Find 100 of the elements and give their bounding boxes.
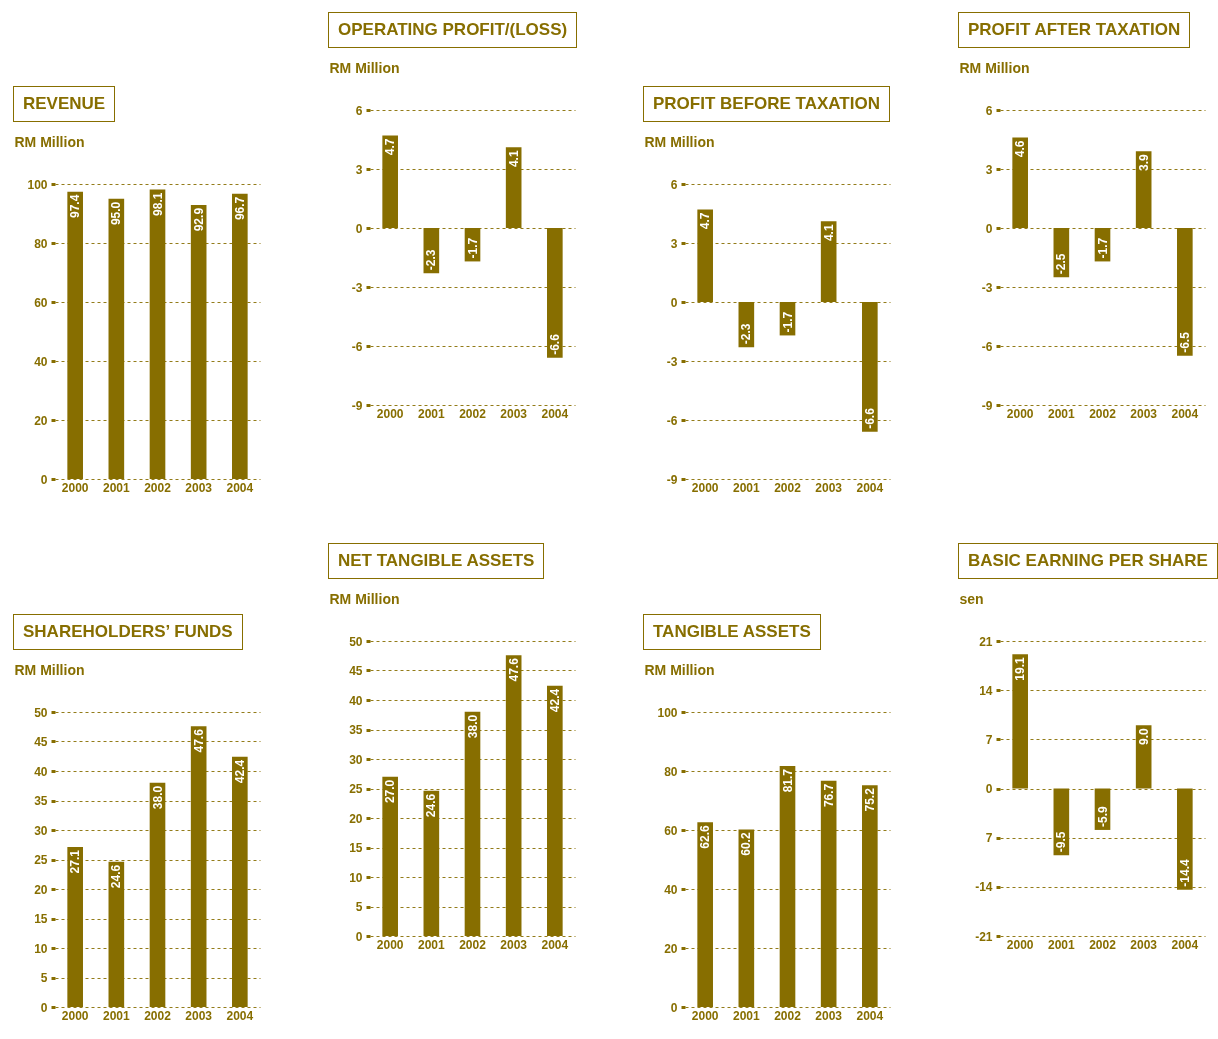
data-label: 4.7 [698,212,713,230]
y-tick-label: 0 [670,1000,678,1015]
y-tick-label: 14 [979,683,993,698]
x-tick-label: 2002 [459,406,487,421]
y-tick-label: -6 [351,339,363,354]
x-tick-label: 2004 [226,1008,254,1023]
data-label: 47.6 [191,728,206,753]
x-tick-label: 2004 [856,1008,884,1023]
data-label: 38.0 [150,785,165,810]
y-tick-label: 25 [34,853,48,867]
y-tick-label: 6 [670,177,678,192]
data-label: 27.1 [68,849,83,874]
y-tick-label: 100 [27,177,48,192]
data-label: 27.0 [383,779,398,804]
y-tick-label: 10 [34,941,48,956]
x-tick-label: 2000 [376,406,404,421]
data-label: -9.5 [1054,831,1069,853]
x-tick-label: 2001 [1047,937,1076,952]
y-tick-label: -6 [666,413,678,428]
y-tick-label: -21 [975,929,993,944]
y-tick-label: 80 [34,236,48,251]
x-tick-label: 2003 [500,406,528,421]
y-tick-label: 20 [34,882,48,897]
data-label: -6.6 [862,407,877,429]
x-tick-label: 2004 [226,480,254,495]
y-tick-label: -3 [981,280,993,295]
x-tick-label: 2002 [144,1008,172,1023]
x-tick-label: 2003 [185,1008,213,1023]
data-label: 76.7 [821,783,836,808]
y-axis-title: RM Million [14,133,85,150]
y-tick-label: 5 [355,900,363,914]
y-tick-label: 30 [349,752,363,767]
data-label: 96.7 [232,196,247,221]
data-label: -2.3 [424,249,439,271]
x-tick-label: 2001 [732,1008,761,1023]
x-tick-label: 2002 [774,480,802,495]
data-label: -5.9 [1095,805,1110,827]
y-axis-title: RM Million [329,59,400,76]
chart-title: REVENUE [13,86,116,122]
data-label: 19.1 [1013,657,1028,681]
x-tick-label: 2001 [417,406,446,421]
data-label: 92.9 [191,207,206,232]
data-label: -2.5 [1054,253,1069,275]
chart-title: PROFIT AFTER TAXATION [958,12,1191,48]
y-tick-label: 3 [355,162,363,177]
y-tick-label: 0 [985,221,993,236]
y-tick-label: 7 [985,831,993,846]
y-tick-label: 3 [985,162,993,177]
x-tick-label: 2000 [691,1008,719,1023]
y-tick-label: 80 [664,764,678,779]
data-label: 47.6 [506,657,521,682]
y-tick-label: 10 [349,870,363,885]
x-tick-label: 2000 [61,480,89,495]
x-tick-label: 2001 [102,1008,131,1023]
y-tick-label: 21 [979,634,993,649]
y-tick-label: 15 [349,841,363,855]
y-tick-label: 60 [664,823,678,838]
data-label: 42.4 [232,759,247,784]
y-tick-label: -14 [975,880,993,895]
y-tick-label: 20 [349,811,363,826]
y-tick-label: 40 [34,764,48,779]
y-tick-label: 0 [985,782,993,796]
chart-title: PROFIT BEFORE TAXATION [643,86,890,122]
y-axis-title: RM Million [14,661,85,678]
data-label: 4.7 [383,138,398,156]
y-tick-label: 35 [34,794,48,808]
x-tick-label: 2000 [376,937,404,952]
x-tick-label: 2002 [774,1008,802,1023]
data-label: -1.7 [465,237,480,259]
y-tick-label: 0 [355,221,363,236]
data-label: 24.6 [109,864,124,889]
data-label: -14.4 [1177,858,1192,887]
data-label: 3.9 [1136,153,1151,171]
data-label: 42.4 [547,688,562,713]
chart-title: SHAREHOLDERS’ FUNDS [13,614,243,650]
y-tick-label: 0 [355,929,363,944]
data-label: 4.1 [506,150,521,168]
y-tick-label: -9 [666,472,678,487]
y-tick-label: -9 [351,398,363,413]
x-tick-label: 2003 [815,480,843,495]
x-tick-label: 2002 [1089,937,1117,952]
data-label: -2.3 [739,323,754,345]
data-label: 24.6 [424,793,439,818]
y-tick-label: 40 [664,882,678,897]
y-tick-label: 40 [34,354,48,369]
x-tick-label: 2000 [1006,406,1034,421]
data-label: 81.7 [780,768,795,793]
x-tick-label: 2002 [459,937,487,952]
y-tick-label: 15 [34,912,48,926]
data-label: 9.0 [1136,727,1151,745]
x-tick-label: 2000 [691,480,719,495]
y-tick-label: 6 [985,103,993,118]
y-tick-label: 35 [349,723,363,737]
y-tick-label: 45 [349,664,363,678]
x-tick-label: 2001 [417,937,446,952]
y-tick-label: 0 [670,295,678,310]
y-tick-label: 6 [355,103,363,118]
data-label: -1.7 [1095,237,1110,259]
x-tick-label: 2003 [1130,937,1158,952]
x-tick-label: 2001 [102,480,131,495]
